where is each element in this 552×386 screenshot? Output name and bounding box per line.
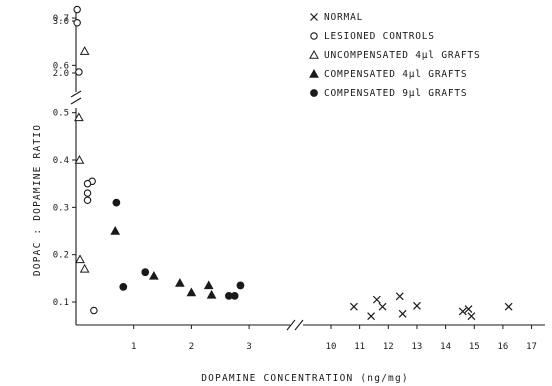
y-tick-label: 3.0 [53, 17, 69, 27]
y-tick-label: 0.1 [53, 298, 69, 308]
legend: NORMAL LESIONED CONTROLS UNCOMPENSATED 4µl… [309, 12, 480, 99]
legend-marker [309, 68, 319, 78]
x-axis-title: DOPAMINE CONCENTRATION (ng/mg) [201, 373, 409, 384]
x-stroke [367, 312, 376, 321]
x-tick-label: 10 [326, 342, 337, 352]
data-point [236, 281, 245, 290]
legend-marker [310, 13, 318, 21]
y-tick-label: 0.7 [53, 14, 69, 24]
data-point [110, 225, 121, 235]
data-point [73, 5, 81, 14]
data-point [73, 19, 81, 27]
data-point [230, 291, 239, 300]
y-tick-label: 2.0 [53, 69, 69, 79]
x-stroke [467, 312, 476, 321]
x-tick-label: 16 [497, 342, 508, 352]
data-point [206, 289, 217, 299]
data-point [83, 179, 92, 188]
data-point [372, 295, 381, 304]
y-tick-label: 0.6 [53, 61, 69, 71]
legend-label: COMPENSATED 9µl GRAFTS [324, 88, 467, 99]
x-tick-label: 17 [526, 342, 537, 352]
data-point [395, 292, 404, 301]
legend-label: NORMAL [324, 12, 363, 23]
data-point [83, 189, 92, 197]
tick-labels: 0.10.20.30.40.50.60.72.03.01 2 3 10 11 12 13 14… [53, 14, 537, 352]
legend-label: LESIONED CONTROLS [324, 31, 435, 42]
data-point [112, 198, 121, 207]
y-tick-label: 0.4 [53, 156, 69, 166]
data-point [74, 112, 84, 122]
y-tick-label: 0.5 [53, 109, 69, 119]
legend-label: COMPENSATED 4µl GRAFTS [324, 69, 467, 80]
x-stroke [349, 302, 358, 311]
data-point [175, 278, 185, 287]
x-tick-label: 12 [383, 342, 394, 352]
data-point [79, 263, 90, 273]
y-tick-label: 0.2 [53, 251, 69, 261]
y-tick-label: 0.3 [53, 203, 69, 213]
data-points [73, 5, 513, 321]
data-point [367, 312, 376, 321]
data-point [203, 280, 214, 290]
x-tick-label: 13 [412, 342, 423, 352]
x-stroke [395, 292, 404, 301]
x-tick-label: 2 [189, 342, 194, 352]
x-stroke [310, 13, 318, 21]
legend-marker [309, 49, 319, 59]
data-point [378, 302, 387, 311]
y-axis-break-mark [70, 97, 82, 105]
x-tick-label: 1 [131, 342, 136, 352]
x-tick-label: 3 [246, 342, 251, 352]
data-point [119, 282, 128, 291]
data-point [398, 309, 407, 318]
data-point [141, 268, 150, 277]
data-point [75, 68, 83, 76]
x-axis-break-mark [294, 319, 304, 331]
y-axis-title: DOPAC : DOPAMINE RATIO [32, 124, 43, 276]
x-stroke [458, 307, 467, 316]
data-point [83, 196, 92, 204]
x-stroke [398, 309, 407, 318]
x-stroke [464, 305, 473, 314]
data-point [75, 254, 85, 264]
x-tick-label: 14 [440, 342, 451, 352]
data-point [467, 312, 476, 321]
x-stroke [378, 302, 387, 311]
data-point [149, 270, 159, 280]
data-point [413, 301, 421, 310]
data-point [79, 46, 90, 55]
x-stroke [504, 302, 513, 311]
x-tick-label: 15 [469, 342, 480, 352]
legend-marker [310, 89, 318, 97]
data-point [349, 302, 358, 311]
x-stroke [413, 301, 421, 310]
y-axis-break-mark [70, 90, 82, 98]
x-tick-label: 11 [354, 342, 365, 352]
data-point [504, 302, 513, 311]
data-point [464, 305, 473, 314]
legend-label: UNCOMPENSATED 4µl GRAFTS [324, 50, 480, 61]
x-axis-break-mark [286, 319, 296, 331]
data-point [458, 307, 467, 316]
data-point [90, 306, 98, 315]
data-point [74, 154, 85, 164]
x-stroke [372, 295, 381, 304]
data-point [186, 287, 197, 297]
axes [70, 8, 545, 331]
legend-marker [310, 32, 318, 40]
